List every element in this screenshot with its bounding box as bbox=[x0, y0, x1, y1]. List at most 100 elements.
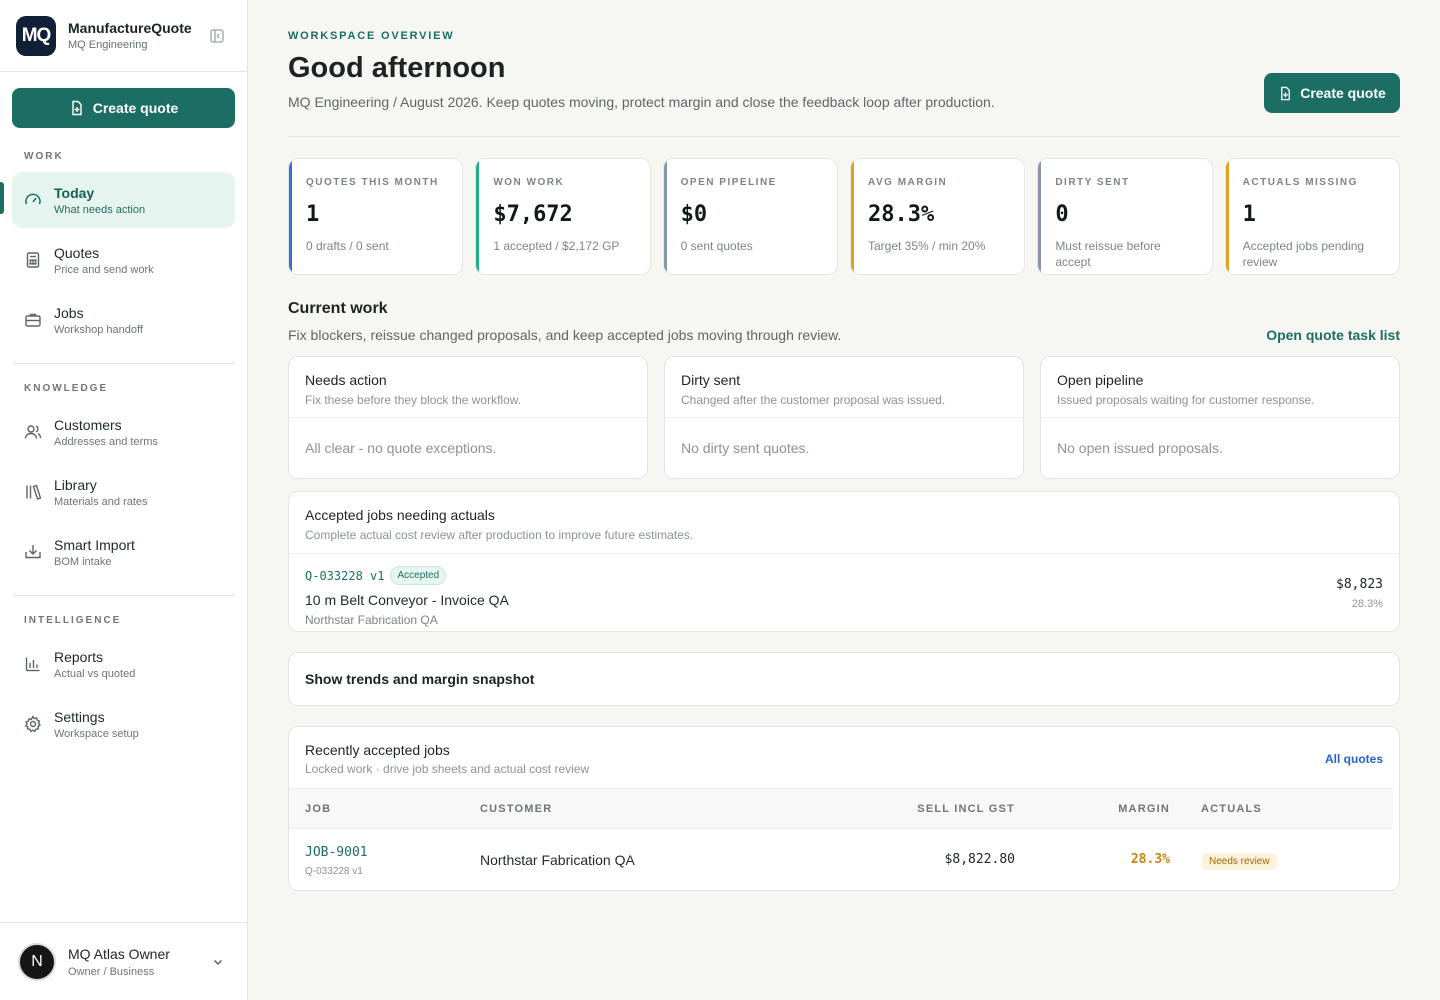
kpi-avg-margin[interactable]: AVG MARGIN 28.3% Target 35% / min 20% bbox=[849, 158, 1026, 275]
current-work-title: Current work bbox=[288, 300, 388, 317]
column-header-actuals[interactable]: ACTUALS bbox=[1201, 803, 1262, 815]
gear-icon bbox=[24, 715, 42, 733]
import-icon bbox=[24, 543, 42, 561]
panel-empty-state: No dirty sent quotes. bbox=[681, 440, 810, 456]
job-quote-ref: Q-033228 v1 bbox=[305, 866, 363, 877]
recent-jobs-subtitle: Locked work · drive job sheets and actua… bbox=[305, 762, 590, 776]
recent-jobs-title: Recently accepted jobs bbox=[305, 742, 450, 758]
quote-reference[interactable]: Q-033228 v1 bbox=[305, 568, 385, 583]
sidebar-item-sub: Workspace setup bbox=[54, 727, 139, 740]
sidebar-item-sub: Materials and rates bbox=[54, 495, 148, 508]
section-label-intelligence: INTELLIGENCE bbox=[24, 615, 122, 626]
sidebar-create-quote-label: Create quote bbox=[92, 100, 179, 116]
sidebar-item-label: Jobs bbox=[54, 304, 84, 321]
sidebar-item-library[interactable]: Library Materials and rates bbox=[12, 464, 235, 520]
panel-subtitle: Issued proposals waiting for customer re… bbox=[1057, 393, 1315, 407]
accepted-jobs-subtitle: Complete actual cost review after produc… bbox=[305, 528, 694, 542]
panel-subtitle: Fix these before they block the workflow… bbox=[305, 393, 522, 407]
column-header-customer[interactable]: CUSTOMER bbox=[480, 803, 553, 815]
sidebar-item-jobs[interactable]: Jobs Workshop handoff bbox=[12, 292, 235, 348]
create-quote-button[interactable]: Create quote bbox=[1264, 73, 1400, 113]
kpi-dirty-sent[interactable]: DIRTY SENT 0 Must reissue before accept bbox=[1037, 158, 1213, 275]
open-quote-task-list-link[interactable]: Open quote task list bbox=[1266, 327, 1400, 343]
column-header-sell[interactable]: SELL INCL GST bbox=[917, 803, 1015, 815]
panel-title: Dirty sent bbox=[681, 372, 741, 388]
panel-empty-state: All clear - no quote exceptions. bbox=[305, 440, 497, 456]
active-indicator bbox=[0, 182, 4, 214]
kpi-label: QUOTES THIS MONTH bbox=[306, 177, 439, 188]
sidebar-create-quote-button[interactable]: Create quote bbox=[12, 88, 235, 128]
new-document-icon bbox=[1281, 86, 1291, 100]
sidebar-item-label: Reports bbox=[54, 648, 104, 665]
panel-open-pipeline: Open pipeline Issued proposals waiting fo… bbox=[1040, 356, 1400, 479]
kpi-row: QUOTES THIS MONTH 1 0 drafts / 0 sent WO… bbox=[288, 158, 1400, 275]
kpi-open-pipeline[interactable]: OPEN PIPELINE $0 0 sent quotes bbox=[662, 158, 838, 275]
accepted-jobs-card: Accepted jobs needing actuals Complete a… bbox=[288, 491, 1400, 632]
new-document-icon bbox=[72, 100, 82, 116]
all-quotes-link[interactable]: All quotes bbox=[1324, 752, 1383, 766]
header-divider bbox=[288, 136, 1400, 137]
job-margin: 28.3% bbox=[1351, 598, 1383, 610]
sidebar-item-sub: Price and send work bbox=[54, 263, 154, 276]
sidebar-item-sub: Actual vs quoted bbox=[54, 667, 136, 680]
section-label-knowledge: KNOWLEDGE bbox=[24, 383, 109, 394]
accepted-job-row[interactable]: Q-033228 v1 Accepted 10 m Belt Conveyor -… bbox=[289, 554, 1399, 627]
job-id-link[interactable]: JOB-9001 bbox=[305, 845, 368, 860]
current-work-panels: Needs action Fix these before they block … bbox=[288, 356, 1400, 479]
kpi-label: WON WORK bbox=[493, 177, 565, 188]
sidebar-divider bbox=[12, 595, 235, 596]
calculator-icon bbox=[24, 251, 42, 269]
sidebar-item-customers[interactable]: Customers Addresses and terms bbox=[12, 404, 235, 460]
kpi-won-work[interactable]: WON WORK $7,672 1 accepted / $2,172 GP bbox=[475, 158, 651, 275]
kpi-value: 1 bbox=[1242, 202, 1256, 227]
kpi-sub: Must reissue before accept bbox=[1055, 239, 1161, 269]
sidebar-item-label: Quotes bbox=[54, 244, 100, 261]
page-subtitle: MQ Engineering / August 2026. Keep quote… bbox=[288, 94, 995, 110]
section-label-work: WORK bbox=[24, 151, 64, 162]
current-work-subtitle: Fix blockers, reissue changed proposals,… bbox=[288, 327, 842, 343]
library-icon bbox=[24, 483, 42, 501]
job-amount: $8,823 bbox=[1336, 577, 1383, 592]
sidebar-item-settings[interactable]: Settings Workspace setup bbox=[12, 696, 235, 752]
create-quote-label: Create quote bbox=[1300, 85, 1386, 101]
column-header-job[interactable]: JOB bbox=[305, 803, 332, 815]
user-role: Owner / Business bbox=[68, 965, 155, 978]
sidebar-item-sub: Addresses and terms bbox=[54, 435, 158, 448]
sidebar-item-quotes[interactable]: Quotes Price and send work bbox=[12, 232, 235, 288]
brand-header: MQ ManufactureQuote MQ Engineering bbox=[0, 0, 247, 72]
user-menu[interactable]: N MQ Atlas Owner Owner / Business bbox=[0, 922, 247, 1000]
user-name: MQ Atlas Owner bbox=[68, 945, 170, 962]
panel-empty-state: No open issued proposals. bbox=[1057, 440, 1223, 456]
sidebar-item-smart-import[interactable]: Smart Import BOM intake bbox=[12, 524, 235, 580]
accepted-jobs-title: Accepted jobs needing actuals bbox=[305, 507, 495, 523]
chevron-down-icon[interactable] bbox=[211, 955, 225, 969]
brand-name: ManufactureQuote bbox=[68, 20, 192, 36]
brand-logo[interactable]: MQ bbox=[16, 15, 56, 56]
sidebar-item-today[interactable]: Today What needs action bbox=[12, 172, 235, 228]
sidebar-item-label: Library bbox=[54, 476, 97, 493]
kpi-sub: 1 accepted / $2,172 GP bbox=[493, 239, 620, 253]
sidebar-item-label: Today bbox=[54, 184, 95, 201]
kpi-actuals-missing[interactable]: ACTUALS MISSING 1 Accepted jobs pending … bbox=[1224, 158, 1400, 275]
avatar: N bbox=[18, 942, 56, 981]
job-customer: Northstar Fabrication QA bbox=[480, 852, 635, 868]
kpi-label: ACTUALS MISSING bbox=[1242, 177, 1358, 188]
show-trends-toggle[interactable]: Show trends and margin snapshot bbox=[288, 652, 1400, 706]
kpi-label: OPEN PIPELINE bbox=[680, 177, 777, 188]
kpi-quotes-this-month[interactable]: QUOTES THIS MONTH 1 0 drafts / 0 sent bbox=[288, 158, 464, 275]
table-header: JOB CUSTOMER SELL INCL GST MARGIN ACTUAL… bbox=[289, 788, 1393, 829]
kpi-sub: 0 drafts / 0 sent bbox=[306, 239, 389, 253]
brand-org: MQ Engineering bbox=[68, 39, 148, 51]
column-header-margin[interactable]: MARGIN bbox=[1118, 803, 1170, 815]
kpi-value: 28.3% bbox=[867, 202, 935, 227]
panel-title: Needs action bbox=[305, 372, 387, 388]
sidebar-collapse-icon[interactable] bbox=[209, 28, 225, 44]
bar-chart-icon bbox=[24, 655, 42, 673]
panel-needs-action: Needs action Fix these before they block … bbox=[288, 356, 648, 479]
sidebar-item-reports[interactable]: Reports Actual vs quoted bbox=[12, 636, 235, 692]
sidebar-item-label: Customers bbox=[54, 416, 122, 433]
sidebar-item-sub: BOM intake bbox=[54, 555, 112, 568]
recent-jobs-card: Recently accepted jobs Locked work · dri… bbox=[288, 726, 1400, 891]
sidebar-divider bbox=[12, 363, 235, 364]
gauge-icon bbox=[24, 191, 42, 209]
